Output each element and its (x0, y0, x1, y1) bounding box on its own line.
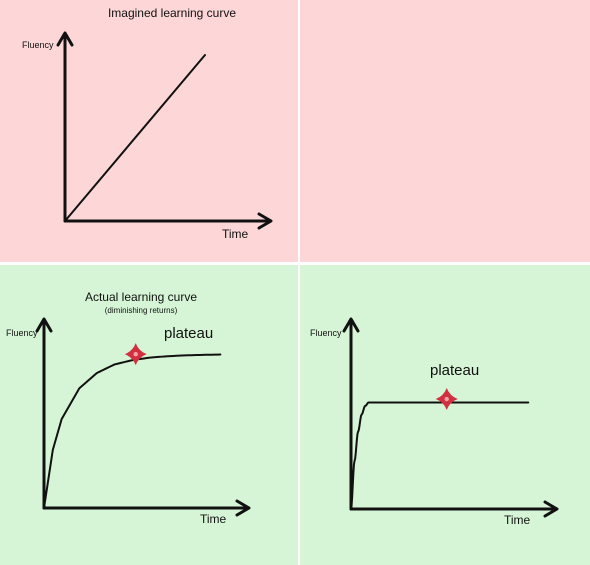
panel-plateau (300, 265, 590, 565)
plateau-annotation: plateau (164, 325, 213, 342)
x-axis-arrowhead (543, 500, 559, 518)
x-axis-label: Time (504, 513, 531, 527)
chart-title: Actual learning curve (85, 290, 197, 304)
series-line (43, 353, 222, 509)
x-axis-label: Time (222, 227, 249, 241)
x-axis-arrowhead (257, 212, 273, 230)
chart-plateau: Fluency Time plateau (310, 317, 559, 527)
sparkle-icon (435, 388, 458, 411)
x-axis-label: Time (200, 512, 227, 526)
sparkle-center (444, 396, 449, 402)
sparkle-icon (124, 343, 147, 366)
y-axis-label: Fluency (6, 328, 38, 338)
chart-title: Imagined learning curve (108, 6, 236, 20)
plateau-annotation: plateau (430, 362, 479, 379)
y-axis-arrowhead (56, 31, 74, 47)
panel-imagined (0, 0, 298, 262)
panel-actual (0, 265, 298, 565)
sparkle-center (133, 351, 138, 357)
x-axis-arrowhead (235, 499, 251, 517)
y-axis-arrowhead (35, 317, 53, 333)
y-axis-arrowhead (342, 317, 360, 333)
chart-subtitle: (diminishing returns) (105, 306, 178, 315)
series-line (350, 401, 530, 510)
chart-imagined: Imagined learning curve Fluency Time (22, 6, 273, 241)
series-line (64, 54, 206, 222)
chart-actual: Actual learning curve (diminishing retur… (6, 290, 251, 526)
y-axis-label: Fluency (22, 40, 54, 50)
panel-empty (300, 0, 590, 262)
y-axis-label: Fluency (310, 328, 342, 338)
